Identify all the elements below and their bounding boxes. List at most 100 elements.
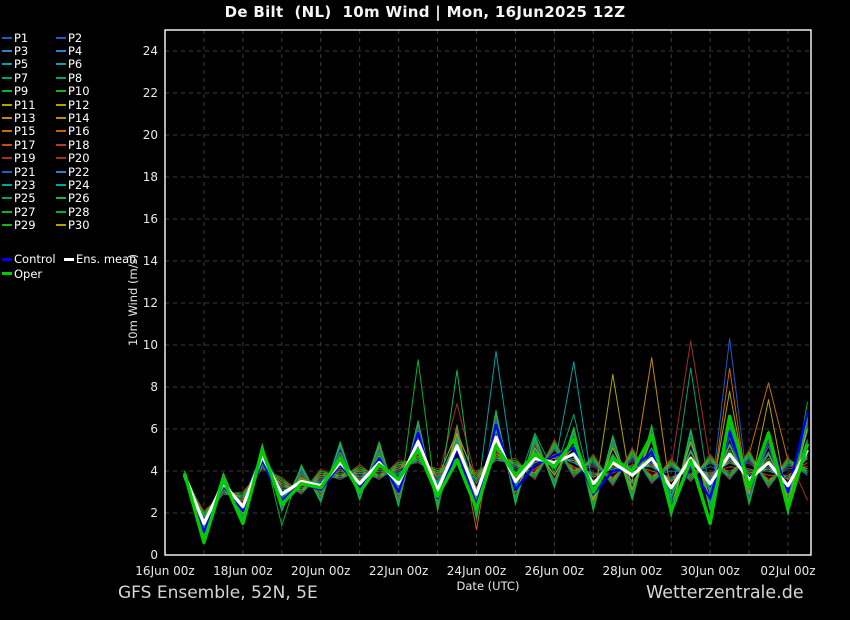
legend-item-p7: P7 bbox=[2, 72, 56, 84]
legend-line-swatch bbox=[56, 50, 66, 53]
legend-item-p15: P15 bbox=[2, 125, 56, 137]
legend-line-swatch bbox=[56, 197, 66, 200]
legend-label: P13 bbox=[14, 111, 36, 126]
legend-line-swatch bbox=[2, 272, 12, 276]
legend-item-p12: P12 bbox=[56, 99, 132, 111]
legend-label: P15 bbox=[14, 124, 36, 139]
legend-line-swatch bbox=[56, 130, 66, 133]
legend-line-swatch bbox=[2, 50, 12, 53]
legend-line-swatch bbox=[56, 157, 66, 160]
legend-line-swatch bbox=[64, 257, 74, 261]
legend-item-ens--mean: Ens. mean bbox=[64, 253, 154, 265]
legend-line-swatch bbox=[56, 76, 66, 79]
legend-line-swatch bbox=[56, 170, 66, 173]
legend-item-p29: P29 bbox=[2, 219, 56, 231]
series-p29 bbox=[184, 443, 808, 516]
legend-label: P7 bbox=[14, 70, 29, 85]
legend-label: P27 bbox=[14, 204, 36, 219]
legend-item-p28: P28 bbox=[56, 206, 132, 218]
legend-line-swatch bbox=[2, 257, 12, 261]
legend-line-swatch bbox=[2, 90, 12, 93]
legend-item-p3: P3 bbox=[2, 45, 56, 57]
y-tick-label: 0 bbox=[150, 548, 158, 562]
series-p20 bbox=[184, 439, 808, 512]
legend-item-control: Control bbox=[2, 253, 64, 265]
legend-item-p11: P11 bbox=[2, 99, 56, 111]
legend-line-swatch bbox=[2, 36, 12, 39]
legend-item-p13: P13 bbox=[2, 112, 56, 124]
legend-item-p22: P22 bbox=[56, 166, 132, 178]
legend-item-p6: P6 bbox=[56, 58, 132, 70]
legend-label: P30 bbox=[68, 218, 90, 233]
x-tick-label: 30Jun 00z bbox=[680, 564, 739, 578]
x-tick-label: 26Jun 00z bbox=[525, 564, 584, 578]
legend-item-oper: Oper bbox=[2, 268, 64, 280]
y-tick-label: 18 bbox=[143, 170, 158, 184]
y-tick-label: 8 bbox=[150, 380, 158, 394]
legend-line-swatch bbox=[2, 143, 12, 146]
series-oper bbox=[182, 414, 810, 545]
special-series-legend: Control Ens. mean Oper bbox=[2, 252, 154, 281]
legend-item-p17: P17 bbox=[2, 139, 56, 151]
y-tick-label: 6 bbox=[150, 422, 158, 436]
legend-item-p24: P24 bbox=[56, 179, 132, 191]
legend-line-swatch bbox=[2, 183, 12, 186]
legend-label: P12 bbox=[68, 97, 90, 112]
y-tick-label: 14 bbox=[143, 254, 158, 268]
legend-label: P28 bbox=[68, 204, 90, 219]
legend-line-swatch bbox=[56, 210, 66, 213]
legend-label: P21 bbox=[14, 164, 36, 179]
legend-label: P23 bbox=[14, 177, 36, 192]
legend-label: P1 bbox=[14, 30, 29, 45]
legend-line-swatch bbox=[2, 103, 12, 106]
legend-item-p21: P21 bbox=[2, 166, 56, 178]
y-tick-label: 4 bbox=[150, 464, 158, 478]
legend-item-p23: P23 bbox=[2, 179, 56, 191]
series-control bbox=[183, 411, 809, 534]
legend-line-swatch bbox=[2, 63, 12, 66]
legend-item-p20: P20 bbox=[56, 152, 132, 164]
legend-label: P18 bbox=[68, 137, 90, 152]
legend-label: P11 bbox=[14, 97, 36, 112]
x-tick-label: 22Jun 00z bbox=[369, 564, 428, 578]
legend-line-swatch bbox=[56, 183, 66, 186]
y-tick-label: 22 bbox=[143, 86, 158, 100]
wetterzentrale-watermark: Wetterzentrale.de bbox=[646, 583, 804, 603]
x-tick-label: 18Jun 00z bbox=[213, 564, 272, 578]
legend-label: P25 bbox=[14, 191, 36, 206]
legend-item-p4: P4 bbox=[56, 45, 132, 57]
legend-line-swatch bbox=[2, 197, 12, 200]
x-tick-label: 02Jul 00z bbox=[760, 564, 815, 578]
legend-label: P2 bbox=[68, 30, 83, 45]
x-tick-label: 20Jun 00z bbox=[291, 564, 350, 578]
legend-label: P17 bbox=[14, 137, 36, 152]
legend-label: P26 bbox=[68, 191, 90, 206]
ensemble-members-legend: P1 P2 P3 P4 P5 P6 P7 P8 P9 P10 P11 P12 P13 P14 P15 P16 P… bbox=[2, 31, 132, 232]
legend-label: P3 bbox=[14, 44, 29, 59]
legend-label: P29 bbox=[14, 218, 36, 233]
y-axis-label: 10m Wind (m/s) bbox=[126, 253, 140, 347]
legend-line-swatch bbox=[56, 143, 66, 146]
y-tick-label: 10 bbox=[143, 338, 158, 352]
legend-item-p27: P27 bbox=[2, 206, 56, 218]
chart-title: De Bilt (NL) 10m Wind | Mon, 16Jun2025 1… bbox=[224, 3, 626, 21]
legend-item-p16: P16 bbox=[56, 125, 132, 137]
legend-label: P6 bbox=[68, 57, 83, 72]
legend-item-p9: P9 bbox=[2, 85, 56, 97]
legend-line-swatch bbox=[2, 117, 12, 120]
y-tick-label: 20 bbox=[143, 128, 158, 142]
legend-line-swatch bbox=[2, 130, 12, 133]
series-p25 bbox=[184, 445, 808, 518]
legend-item-p25: P25 bbox=[2, 192, 56, 204]
legend-label: P10 bbox=[68, 84, 90, 99]
legend-item-p18: P18 bbox=[56, 139, 132, 151]
x-tick-label: 24Jun 00z bbox=[447, 564, 506, 578]
legend-item-p30: P30 bbox=[56, 219, 132, 231]
legend-item-p19: P19 bbox=[2, 152, 56, 164]
legend-line-swatch bbox=[2, 224, 12, 227]
legend-line-swatch bbox=[56, 117, 66, 120]
legend-label: P22 bbox=[68, 164, 90, 179]
legend-label: P19 bbox=[14, 151, 36, 166]
x-tick-label: 16Jun 00z bbox=[135, 564, 194, 578]
